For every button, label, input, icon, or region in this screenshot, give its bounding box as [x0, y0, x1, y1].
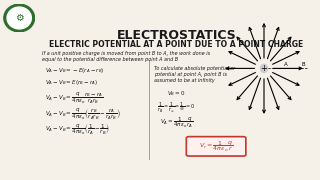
Text: To calculate absolute potential or
potential at point A, point B is
assumed to b: To calculate absolute potential or poten…	[154, 66, 235, 83]
Text: $V_r = \dfrac{1}{4\pi\varepsilon_o} \dfrac{q}{r}$: $V_r = \dfrac{1}{4\pi\varepsilon_o} \dfr…	[199, 139, 233, 154]
FancyBboxPatch shape	[186, 137, 246, 156]
Text: ELECTROSTATICS: ELECTROSTATICS	[116, 28, 236, 42]
Text: $V_B = 0$: $V_B = 0$	[167, 89, 186, 98]
Text: $V_A = \dfrac{1}{4\pi\varepsilon_o} \dfrac{q}{r_A}$: $V_A = \dfrac{1}{4\pi\varepsilon_o} \dfr…	[160, 116, 193, 130]
Text: A: A	[284, 62, 288, 67]
Text: $\dfrac{1}{r_B} = \dfrac{1}{r_\infty} = \dfrac{1}{\infty} = 0$: $\dfrac{1}{r_B} = \dfrac{1}{r_\infty} = …	[157, 101, 196, 115]
Text: ⚙: ⚙	[15, 13, 24, 23]
Text: $V_A - V_B = E(r_B - r_A)$: $V_A - V_B = E(r_B - r_A)$	[45, 78, 98, 87]
Text: +: +	[260, 64, 268, 73]
Text: $V_A - V_B = -E(r_A - r_B)$: $V_A - V_B = -E(r_A - r_B)$	[45, 66, 104, 75]
Circle shape	[7, 7, 31, 29]
Text: B: B	[301, 62, 305, 67]
Text: ELECTRIC POTENTIAL AT A POINT DUE TO A POINT CHARGE: ELECTRIC POTENTIAL AT A POINT DUE TO A P…	[49, 40, 304, 49]
Text: If a unit positive charge is moved from point B to A, the work done is
equal to : If a unit positive charge is moved from …	[43, 51, 211, 62]
Circle shape	[4, 4, 35, 32]
Text: $V_A - V_B = \dfrac{q}{4\pi\varepsilon_o}\left(\dfrac{1}{r_A} - \dfrac{1}{r_B}\r: $V_A - V_B = \dfrac{q}{4\pi\varepsilon_o…	[45, 123, 110, 137]
Text: $V_A - V_B = \dfrac{q}{4\pi\varepsilon_o} \dfrac{r_B - r_A}{r_A r_B}$: $V_A - V_B = \dfrac{q}{4\pi\varepsilon_o…	[45, 91, 103, 106]
Circle shape	[260, 64, 268, 73]
Text: $V_A - V_B = \dfrac{q}{4\pi\varepsilon_o}\left(\dfrac{r_B}{r_A r_B} - \dfrac{r_A: $V_A - V_B = \dfrac{q}{4\pi\varepsilon_o…	[45, 106, 121, 122]
